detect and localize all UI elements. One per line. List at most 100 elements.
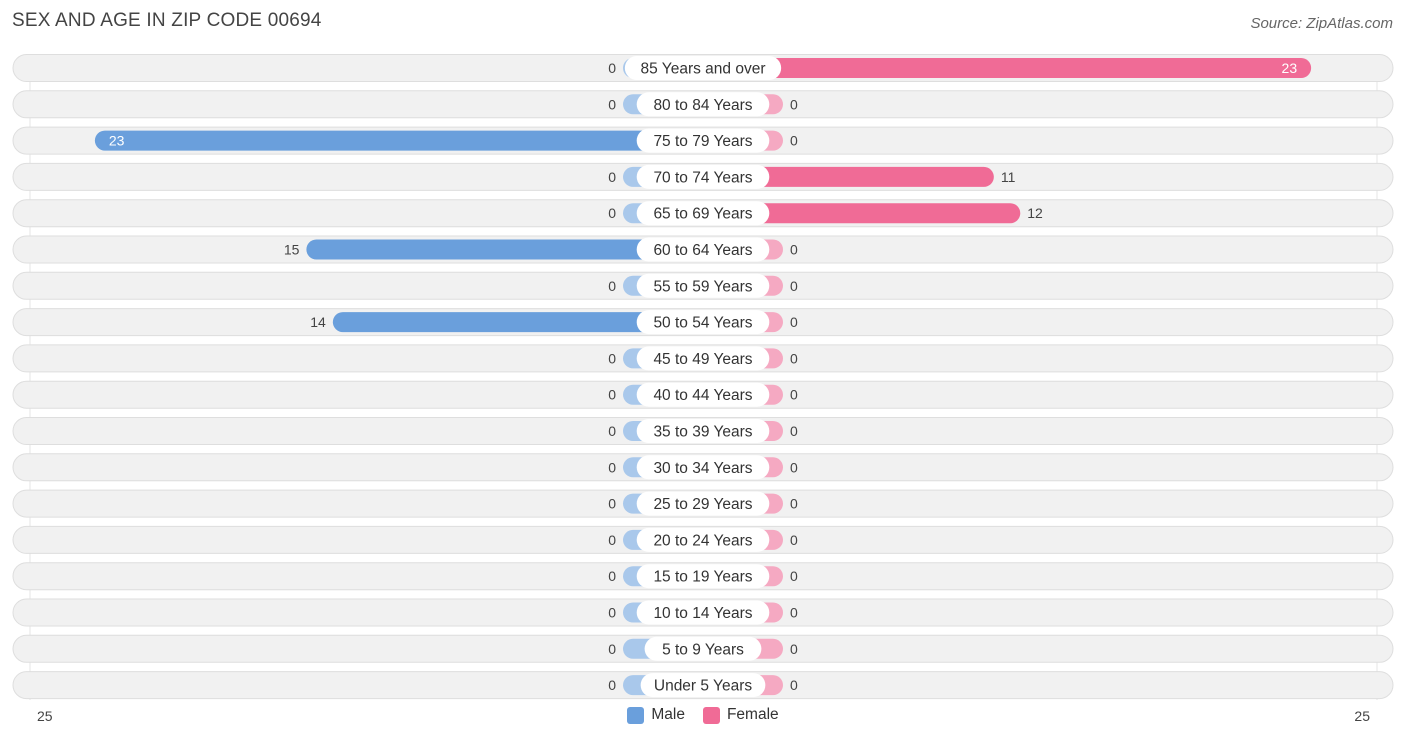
female-value-label: 0 [790, 387, 798, 403]
chart-title: SEX AND AGE IN ZIP CODE 00694 [12, 10, 322, 31]
category-label: 20 to 24 Years [653, 532, 752, 549]
female-value-label: 0 [790, 242, 798, 258]
male-value-label: 15 [284, 242, 300, 258]
female-value-label: 23 [1282, 60, 1298, 76]
male-value-label: 0 [608, 423, 616, 439]
female-value-label: 0 [790, 568, 798, 584]
row-17: Under 5 Years 0 0 [12, 671, 1394, 700]
female-value-label: 0 [790, 677, 798, 693]
male-value-label: 0 [608, 496, 616, 512]
row-12: 25 to 29 Years 0 0 [12, 489, 1394, 518]
male-value-label: 0 [608, 532, 616, 548]
female-value-label: 0 [790, 350, 798, 366]
male-bar [306, 239, 713, 260]
row-2: 75 to 79 Years 23 0 [12, 126, 1394, 155]
female-value-label: 0 [790, 96, 798, 112]
category-label-bg [636, 201, 770, 226]
row-10: 35 to 39 Years 0 0 [12, 417, 1394, 445]
category-label: 30 to 34 Years [653, 460, 752, 477]
male-value-label: 0 [608, 677, 616, 693]
category-label: 25 to 29 Years [653, 496, 752, 513]
row-13: 20 to 24 Years 0 0 [12, 525, 1394, 554]
category-label-bg [636, 310, 770, 335]
female-bar [693, 166, 994, 187]
male-value-label: 0 [608, 387, 616, 403]
female-value-label: 0 [790, 532, 798, 548]
male-value-label: 0 [608, 205, 616, 221]
female-value-label: 11 [1001, 169, 1016, 185]
category-label-bg [624, 56, 782, 80]
category-label: 85 Years and over [641, 61, 766, 78]
row-11: 30 to 34 Years 0 0 [12, 453, 1394, 482]
legend-swatch-male [627, 706, 645, 724]
row-3: 70 to 74 Years 0 11 [12, 162, 1394, 191]
legend-label-male: Male [651, 706, 685, 723]
category-label: 40 to 44 Years [653, 387, 752, 404]
row-0: 85 Years and over 0 23 [12, 54, 1394, 82]
row-1: 80 to 84 Years 0 0 [12, 90, 1394, 119]
female-value-label: 0 [790, 605, 798, 621]
category-label: 35 to 39 Years [653, 424, 752, 441]
row-6: 55 to 59 Years 0 0 [12, 271, 1394, 300]
male-value-label: 0 [608, 96, 616, 112]
category-label-bg [636, 346, 770, 371]
category-label-bg [636, 455, 770, 480]
category-label-bg [644, 636, 762, 661]
axis-tick-left: 25 [37, 708, 53, 724]
legend-item-male: Male [627, 706, 685, 724]
female-value-label: 0 [790, 133, 798, 149]
male-value-label: 0 [608, 60, 616, 76]
female-bar [693, 58, 1312, 78]
female-value-label: 12 [1027, 205, 1043, 221]
row-7: 50 to 54 Years 14 0 [12, 308, 1394, 337]
male-value-label: 0 [608, 568, 616, 584]
category-label-bg [636, 92, 770, 117]
category-label-bg [636, 382, 770, 407]
category-label: 70 to 74 Years [653, 169, 752, 186]
male-value-label: 0 [608, 641, 616, 657]
female-value-label: 0 [790, 641, 798, 657]
category-label: 50 to 54 Years [653, 315, 752, 332]
row-8: 45 to 49 Years 0 0 [12, 344, 1394, 373]
category-label: 5 to 9 Years [662, 641, 744, 658]
row-15: 10 to 14 Years 0 0 [12, 598, 1394, 627]
legend: Male Female [0, 706, 1406, 724]
category-label: Under 5 Years [654, 678, 752, 695]
female-value-label: 0 [790, 423, 798, 439]
row-14: 15 to 19 Years 0 0 [12, 562, 1394, 591]
category-label-bg [636, 600, 770, 625]
category-label-bg [636, 273, 770, 298]
male-bar [94, 130, 713, 151]
female-value-label: 0 [790, 459, 798, 475]
axis-tick-right: 25 [1354, 708, 1370, 724]
category-label: 55 to 59 Years [653, 278, 752, 295]
category-label-bg [636, 564, 770, 589]
category-label: 60 to 64 Years [653, 242, 752, 259]
female-bar [693, 203, 1021, 224]
category-label: 45 to 49 Years [653, 351, 752, 368]
male-value-label: 23 [109, 133, 125, 149]
legend-swatch-female [702, 706, 720, 724]
category-label: 80 to 84 Years [653, 97, 752, 114]
legend-label-female: Female [726, 706, 779, 723]
male-value-label: 0 [608, 169, 616, 185]
male-value-label: 0 [608, 350, 616, 366]
row-5: 60 to 64 Years 15 0 [12, 235, 1394, 264]
female-value-label: 0 [790, 278, 798, 294]
category-label: 75 to 79 Years [653, 133, 752, 150]
category-label-bg [636, 527, 770, 552]
male-value-label: 14 [310, 314, 326, 330]
category-label-bg [636, 128, 770, 153]
row-4: 65 to 69 Years 0 12 [12, 199, 1394, 228]
category-label-bg [636, 419, 770, 443]
category-label-bg [636, 164, 770, 189]
male-value-label: 0 [608, 278, 616, 294]
female-value-label: 0 [790, 496, 798, 512]
female-value-label: 0 [790, 314, 798, 330]
legend-item-female: Female [702, 706, 779, 724]
source-label: Source: ZipAtlas.com [1250, 15, 1393, 32]
male-bar [332, 312, 713, 333]
row-16: 5 to 9 Years 0 0 [12, 634, 1394, 663]
category-label-bg [640, 673, 766, 698]
